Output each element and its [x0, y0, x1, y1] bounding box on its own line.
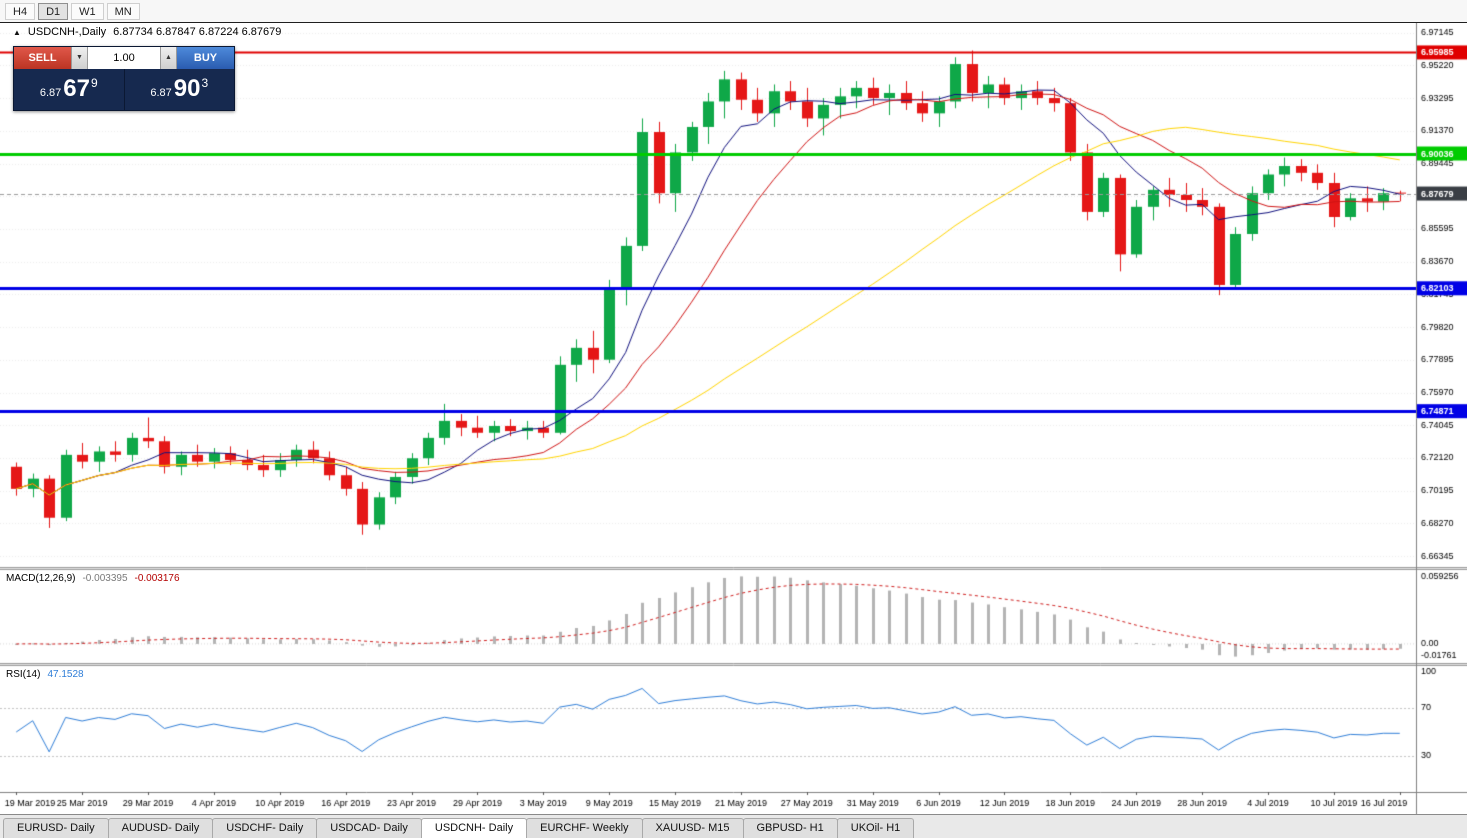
one-click-collapse-icon[interactable]: ▲	[13, 27, 21, 37]
sell-price[interactable]: 6.87 67 9	[14, 69, 125, 110]
macd-name: MACD(12,26,9)	[6, 573, 76, 584]
tab-usdchf-daily[interactable]: USDCHF- Daily	[212, 818, 318, 838]
tab-usdcnh-daily[interactable]: USDCNH- Daily	[420, 818, 528, 838]
macd-main-value: -0.003395	[82, 573, 128, 584]
volume-up-icon[interactable]: ▲	[160, 47, 177, 69]
buy-price[interactable]: 6.87 90 3	[125, 69, 235, 110]
tab-eurusd-daily[interactable]: EURUSD- Daily	[3, 818, 109, 838]
tab-audusd-daily[interactable]: AUDUSD- Daily	[107, 818, 214, 838]
tab-usdcad-daily[interactable]: USDCAD- Daily	[316, 818, 422, 838]
price-chart-canvas[interactable]	[0, 23, 1467, 814]
macd-indicator-label: MACD(12,26,9) -0.003395 -0.003176	[6, 573, 180, 584]
rsi-value: 47.1528	[47, 669, 84, 680]
timeframe-w1-button[interactable]: W1	[71, 2, 104, 20]
volume-input[interactable]	[88, 47, 160, 69]
chart-symbol-period: USDCNH-,Daily	[27, 26, 107, 38]
macd-signal-value: -0.003176	[134, 573, 180, 584]
rsi-name: RSI(14)	[6, 669, 41, 680]
tab-ukoil-h1[interactable]: UKOil- H1	[836, 818, 915, 838]
buy-price-pipette: 3	[201, 76, 209, 90]
tab-eurchf-weekly[interactable]: EURCHF- Weekly	[526, 818, 643, 838]
chart-tabs-bar: EURUSD- Daily AUDUSD- Daily USDCHF- Dail…	[0, 814, 1467, 838]
buy-price-prefix: 6.87	[150, 87, 172, 99]
buy-button[interactable]: BUY	[177, 47, 234, 69]
tab-xauusd-m15[interactable]: XAUUSD- M15	[641, 818, 744, 838]
volume-down-icon[interactable]: ▼	[71, 47, 88, 69]
one-click-trading-panel: SELL ▼ ▲ BUY 6.87 67 9 6.87 90 3	[13, 46, 235, 111]
chart-window: ▲ USDCNH-,Daily 6.87734 6.87847 6.87224 …	[0, 23, 1467, 814]
timeframe-h4-button[interactable]: H4	[5, 2, 36, 20]
timeframe-d1-button[interactable]: D1	[38, 2, 69, 20]
chart-title: ▲ USDCNH-,Daily 6.87734 6.87847 6.87224 …	[13, 26, 281, 38]
timeframe-toolbar: H4 D1 W1 MN	[0, 0, 1467, 23]
sell-price-prefix: 6.87	[39, 87, 62, 99]
buy-price-big-digits: 90	[173, 75, 201, 102]
rsi-indicator-label: RSI(14) 47.1528	[6, 669, 84, 680]
timeframe-mn-button[interactable]: MN	[106, 2, 140, 20]
sell-button[interactable]: SELL	[14, 47, 71, 69]
tab-gbpusd-h1[interactable]: GBPUSD- H1	[742, 818, 838, 838]
one-click-controls-row: SELL ▼ ▲ BUY	[14, 47, 234, 69]
one-click-prices-row: 6.87 67 9 6.87 90 3	[14, 69, 234, 110]
sell-price-pipette: 9	[90, 76, 98, 90]
sell-price-big-digits: 67	[63, 75, 90, 102]
chart-ohlc-values: 6.87734 6.87847 6.87224 6.87679	[113, 26, 282, 38]
